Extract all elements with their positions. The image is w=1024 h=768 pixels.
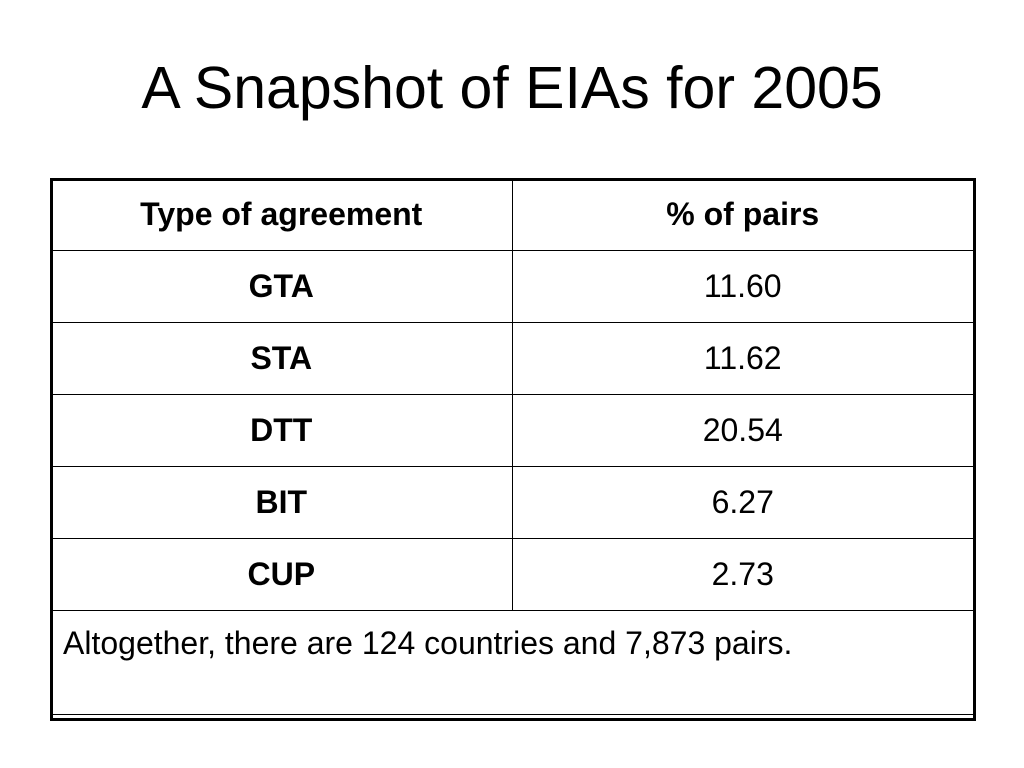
eia-table: Type of agreement % of pairs GTA 11.60 S… — [50, 178, 974, 715]
header-type-of-agreement: Type of agreement — [50, 178, 513, 251]
header-percent-of-pairs: % of pairs — [511, 178, 974, 251]
percent-value-cell: 11.60 — [511, 250, 974, 323]
table-row: DTT 20.54 — [50, 394, 974, 467]
table-footnote-row: Altogether, there are 124 countries and … — [50, 610, 974, 715]
table-row: CUP 2.73 — [50, 538, 974, 611]
table-footnote: Altogether, there are 124 countries and … — [50, 610, 974, 715]
agreement-type-cell: STA — [50, 322, 513, 395]
percent-value-cell: 6.27 — [511, 466, 974, 539]
table-row: BIT 6.27 — [50, 466, 974, 539]
table-row: STA 11.62 — [50, 322, 974, 395]
percent-value-cell: 11.62 — [511, 322, 974, 395]
slide-title: A Snapshot of EIAs for 2005 — [141, 55, 883, 121]
agreement-type-cell: BIT — [50, 466, 513, 539]
percent-value-cell: 2.73 — [511, 538, 974, 611]
agreement-type-cell: CUP — [50, 538, 513, 611]
percent-value-cell: 20.54 — [511, 394, 974, 467]
agreement-type-cell: DTT — [50, 394, 513, 467]
agreement-type-cell: GTA — [50, 250, 513, 323]
table-row: GTA 11.60 — [50, 250, 974, 323]
table-header-row: Type of agreement % of pairs — [50, 178, 974, 251]
